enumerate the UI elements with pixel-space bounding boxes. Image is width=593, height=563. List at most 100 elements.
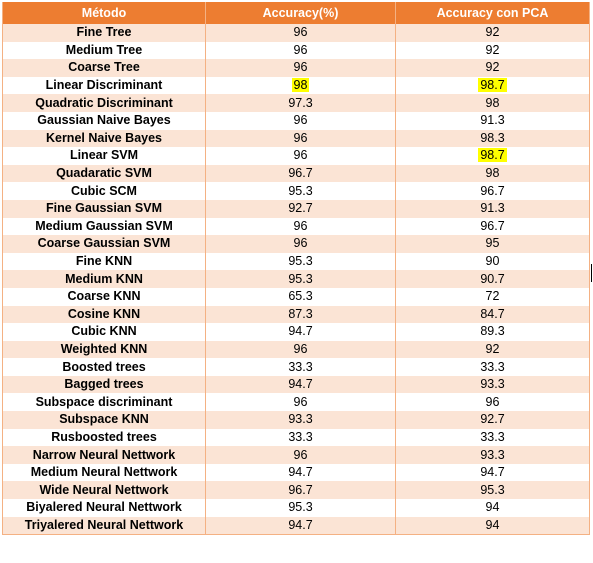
accuracy-cell: 95.3 bbox=[206, 499, 396, 517]
table-row: Medium Neural Nettwork 94.7 94.7 bbox=[3, 464, 590, 482]
accuracy-cell: 33.3 bbox=[206, 429, 396, 447]
method-cell: Cosine KNN bbox=[3, 306, 206, 324]
method-cell: Fine Tree bbox=[3, 24, 206, 42]
accuracy-pca-cell: 98.3 bbox=[396, 130, 590, 148]
table-row: Fine KNN 95.3 90 bbox=[3, 253, 590, 271]
accuracy-pca-cell: 91.3 bbox=[396, 200, 590, 218]
method-cell: Medium Tree bbox=[3, 42, 206, 60]
table-row: Medium Gaussian SVM 96 96.7 bbox=[3, 218, 590, 236]
header-accuracy-pca: Accuracy con PCA bbox=[396, 2, 590, 24]
accuracy-cell: 95.3 bbox=[206, 253, 396, 271]
accuracy-cell: 97.3 bbox=[206, 94, 396, 112]
table-row: Coarse Gaussian SVM 96 95 bbox=[3, 235, 590, 253]
accuracy-pca-cell: 94 bbox=[396, 499, 590, 517]
table-row: Triyalered Neural Nettwork 94.7 94 bbox=[3, 517, 590, 535]
accuracy-pca-cell: 90 bbox=[396, 253, 590, 271]
accuracy-cell: 65.3 bbox=[206, 288, 396, 306]
header-accuracy: Accuracy(%) bbox=[206, 2, 396, 24]
accuracy-cell: 96 bbox=[206, 42, 396, 60]
table-row: Linear SVM 96 98.7 bbox=[3, 147, 590, 165]
method-cell: Triyalered Neural Nettwork bbox=[3, 517, 206, 535]
accuracy-pca-cell: 98.7 bbox=[396, 147, 590, 165]
table-row: Quadaratic SVM 96.7 98 bbox=[3, 165, 590, 183]
method-cell: Wide Neural Nettwork bbox=[3, 481, 206, 499]
method-cell: Rusboosted trees bbox=[3, 429, 206, 447]
method-cell: Fine KNN bbox=[3, 253, 206, 271]
accuracy-cell: 92.7 bbox=[206, 200, 396, 218]
accuracy-pca-cell: 92 bbox=[396, 42, 590, 60]
accuracy-cell: 96 bbox=[206, 446, 396, 464]
border-mark bbox=[591, 264, 592, 282]
accuracy-cell: 96 bbox=[206, 130, 396, 148]
table-row: Cubic KNN 94.7 89.3 bbox=[3, 323, 590, 341]
accuracy-pca-cell: 93.3 bbox=[396, 446, 590, 464]
table-row: Weighted KNN 96 92 bbox=[3, 341, 590, 359]
accuracy-pca-cell: 72 bbox=[396, 288, 590, 306]
method-cell: Kernel Naive Bayes bbox=[3, 130, 206, 148]
method-cell: Coarse Tree bbox=[3, 59, 206, 77]
accuracy-pca-cell: 98 bbox=[396, 94, 590, 112]
accuracy-pca-cell: 98.7 bbox=[396, 77, 590, 95]
accuracy-pca-cell: 96.7 bbox=[396, 218, 590, 236]
accuracy-pca-cell: 96 bbox=[396, 393, 590, 411]
accuracy-pca-cell: 95 bbox=[396, 235, 590, 253]
table-row: Wide Neural Nettwork 96.7 95.3 bbox=[3, 481, 590, 499]
accuracy-pca-cell: 92.7 bbox=[396, 411, 590, 429]
table-row: Kernel Naive Bayes 96 98.3 bbox=[3, 130, 590, 148]
method-cell: Medium Gaussian SVM bbox=[3, 218, 206, 236]
accuracy-cell: 33.3 bbox=[206, 358, 396, 376]
table-row: Biyalered Neural Nettwork 95.3 94 bbox=[3, 499, 590, 517]
table-row: Cubic SCM 95.3 96.7 bbox=[3, 182, 590, 200]
method-cell: Weighted KNN bbox=[3, 341, 206, 359]
accuracy-cell: 96 bbox=[206, 218, 396, 236]
accuracy-pca-cell: 33.3 bbox=[396, 358, 590, 376]
accuracy-pca-cell: 92 bbox=[396, 341, 590, 359]
method-cell: Cubic KNN bbox=[3, 323, 206, 341]
accuracy-pca-cell: 94.7 bbox=[396, 464, 590, 482]
method-cell: Narrow Neural Nettwork bbox=[3, 446, 206, 464]
accuracy-cell: 95.3 bbox=[206, 270, 396, 288]
accuracy-cell: 96 bbox=[206, 59, 396, 77]
table-row: Gaussian Naive Bayes 96 91.3 bbox=[3, 112, 590, 130]
method-cell: Linear SVM bbox=[3, 147, 206, 165]
accuracy-pca-cell: 90.7 bbox=[396, 270, 590, 288]
accuracy-pca-cell: 84.7 bbox=[396, 306, 590, 324]
accuracy-pca-cell: 33.3 bbox=[396, 429, 590, 447]
method-cell: Bagged trees bbox=[3, 376, 206, 394]
table-row: Linear Discriminant 98 98.7 bbox=[3, 77, 590, 95]
accuracy-pca-cell: 92 bbox=[396, 24, 590, 42]
accuracy-cell: 96.7 bbox=[206, 165, 396, 183]
accuracy-cell: 94.7 bbox=[206, 464, 396, 482]
method-cell: Linear Discriminant bbox=[3, 77, 206, 95]
method-cell: Quadaratic SVM bbox=[3, 165, 206, 183]
highlighted-value: 98 bbox=[292, 78, 310, 92]
accuracy-pca-cell: 94 bbox=[396, 517, 590, 535]
accuracy-cell: 93.3 bbox=[206, 411, 396, 429]
results-table: Método Accuracy(%) Accuracy con PCA Fine… bbox=[2, 2, 590, 535]
accuracy-cell: 96 bbox=[206, 235, 396, 253]
table-row: Medium KNN 95.3 90.7 bbox=[3, 270, 590, 288]
accuracy-pca-cell: 95.3 bbox=[396, 481, 590, 499]
header-row: Método Accuracy(%) Accuracy con PCA bbox=[3, 2, 590, 24]
highlighted-value: 98.7 bbox=[478, 148, 506, 162]
accuracy-pca-cell: 89.3 bbox=[396, 323, 590, 341]
method-cell: Coarse Gaussian SVM bbox=[3, 235, 206, 253]
method-cell: Gaussian Naive Bayes bbox=[3, 112, 206, 130]
table-row: Rusboosted trees 33.3 33.3 bbox=[3, 429, 590, 447]
table-row: Bagged trees 94.7 93.3 bbox=[3, 376, 590, 394]
header-method: Método bbox=[3, 2, 206, 24]
method-cell: Boosted trees bbox=[3, 358, 206, 376]
accuracy-cell: 94.7 bbox=[206, 323, 396, 341]
table-body: Fine Tree 96 92 Medium Tree 96 92 Coarse Tree 9… bbox=[3, 24, 590, 535]
method-cell: Fine Gaussian SVM bbox=[3, 200, 206, 218]
table-row: Fine Tree 96 92 bbox=[3, 24, 590, 42]
table-row: Coarse Tree 96 92 bbox=[3, 59, 590, 77]
highlighted-value: 98.7 bbox=[478, 78, 506, 92]
table-row: Subspace KNN 93.3 92.7 bbox=[3, 411, 590, 429]
method-cell: Subspace KNN bbox=[3, 411, 206, 429]
accuracy-pca-cell: 98 bbox=[396, 165, 590, 183]
accuracy-pca-cell: 91.3 bbox=[396, 112, 590, 130]
method-cell: Coarse KNN bbox=[3, 288, 206, 306]
accuracy-cell: 96 bbox=[206, 147, 396, 165]
accuracy-pca-cell: 96.7 bbox=[396, 182, 590, 200]
